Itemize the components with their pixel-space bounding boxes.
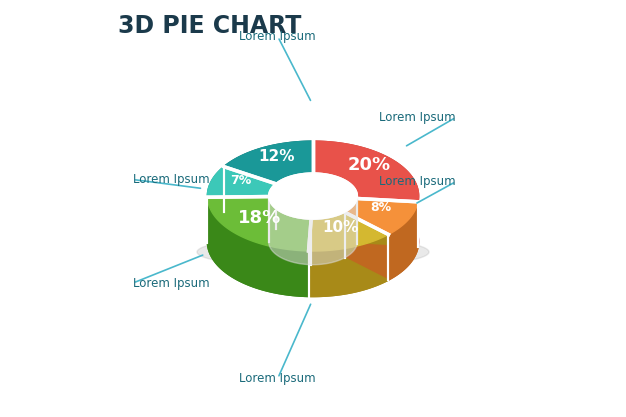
Polygon shape xyxy=(224,141,313,184)
Polygon shape xyxy=(313,141,419,202)
Text: Lorem Ipsum: Lorem Ipsum xyxy=(379,111,456,124)
Polygon shape xyxy=(207,197,309,296)
Polygon shape xyxy=(269,196,357,265)
Text: Lorem Ipsum: Lorem Ipsum xyxy=(240,372,316,385)
Text: Lorem Ipsum: Lorem Ipsum xyxy=(240,30,316,43)
Text: Lorem Ipsum: Lorem Ipsum xyxy=(379,175,456,188)
Text: Lorem Ipsum: Lorem Ipsum xyxy=(133,276,210,289)
Polygon shape xyxy=(311,212,345,265)
Polygon shape xyxy=(345,244,418,280)
Text: 12%: 12% xyxy=(259,149,295,164)
Polygon shape xyxy=(207,242,311,296)
Polygon shape xyxy=(313,141,419,247)
Text: 10%: 10% xyxy=(322,220,359,235)
Text: Lorem Ipsum: Lorem Ipsum xyxy=(133,173,210,186)
Polygon shape xyxy=(207,196,311,251)
Text: 8%: 8% xyxy=(371,201,391,214)
Polygon shape xyxy=(224,141,313,212)
Polygon shape xyxy=(269,184,275,242)
Polygon shape xyxy=(197,236,429,267)
Polygon shape xyxy=(207,167,224,243)
Polygon shape xyxy=(207,167,275,197)
Polygon shape xyxy=(313,173,357,244)
Text: 18%: 18% xyxy=(238,209,281,227)
Text: 20%: 20% xyxy=(347,156,390,174)
Polygon shape xyxy=(269,173,357,219)
Polygon shape xyxy=(275,173,313,229)
Polygon shape xyxy=(309,258,389,296)
Polygon shape xyxy=(269,173,357,219)
Polygon shape xyxy=(389,202,418,280)
Polygon shape xyxy=(345,198,357,258)
Polygon shape xyxy=(309,212,389,251)
Polygon shape xyxy=(345,198,418,234)
Polygon shape xyxy=(309,234,389,296)
Polygon shape xyxy=(269,196,311,265)
Text: 3D PIE CHART: 3D PIE CHART xyxy=(118,14,302,38)
Text: 7%: 7% xyxy=(230,174,252,187)
